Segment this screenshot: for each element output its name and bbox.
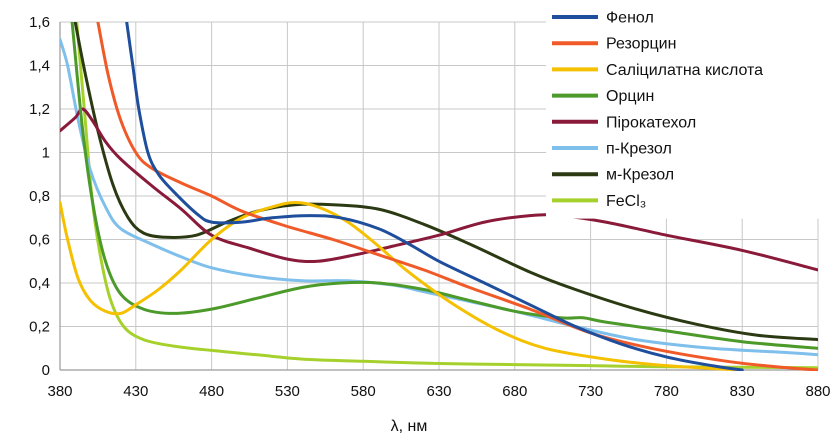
x-tick-label: 380 [47,383,72,400]
y-tick-label: 1,4 [29,58,50,75]
series-lines [60,22,818,371]
legend-label: п-Крезол [606,141,672,158]
x-tick-label: 480 [199,383,224,400]
x-tick-label: 580 [351,383,376,400]
series-line [60,201,744,371]
series-line [73,22,818,342]
legend-label: Резорцин [606,36,676,53]
legend-background [546,5,836,219]
x-tick-label: 880 [805,383,830,400]
x-tick-label: 780 [654,383,679,400]
legend-label: Фенол [606,10,654,27]
legend-label: Орцин [606,88,654,105]
series-line [96,22,818,371]
y-tick-label: 0,6 [29,232,50,249]
y-tick-label: 0 [42,362,50,379]
x-tick-label: 430 [123,383,148,400]
legend-label: м-Крезол [606,167,674,184]
legend-label: FeCl₃ [606,193,646,210]
x-tick-label: 630 [426,383,451,400]
y-axis-ticks: 0 0,2 0,4 0,6 0,8 1 1,2 1,4 1,6 [29,14,50,379]
legend-label: Саліцилатна кислота [606,62,763,79]
y-tick-label: 0,8 [29,188,50,205]
x-tick-label: 830 [730,383,755,400]
x-axis-ticks: 380 430 480 530 580 630 680 730 780 830 880 [47,383,830,400]
y-tick-label: 1,6 [29,14,50,31]
legend-label: Пірокатехол [606,114,696,131]
y-tick-label: 1 [42,145,50,162]
x-axis-title: λ, нм [391,418,428,433]
series-line [70,22,818,350]
x-tick-label: 530 [275,383,300,400]
legend: Фенол Резорцин Саліцилатна кислота Орцин Пір… [552,10,763,210]
x-tick-label: 730 [578,383,603,400]
y-tick-label: 1,2 [29,101,50,118]
series-line [60,37,818,357]
series-line [60,107,818,272]
x-tick-label: 680 [502,383,527,400]
y-tick-label: 0,4 [29,275,50,292]
y-tick-label: 0,2 [29,319,50,336]
series-line [125,22,744,371]
